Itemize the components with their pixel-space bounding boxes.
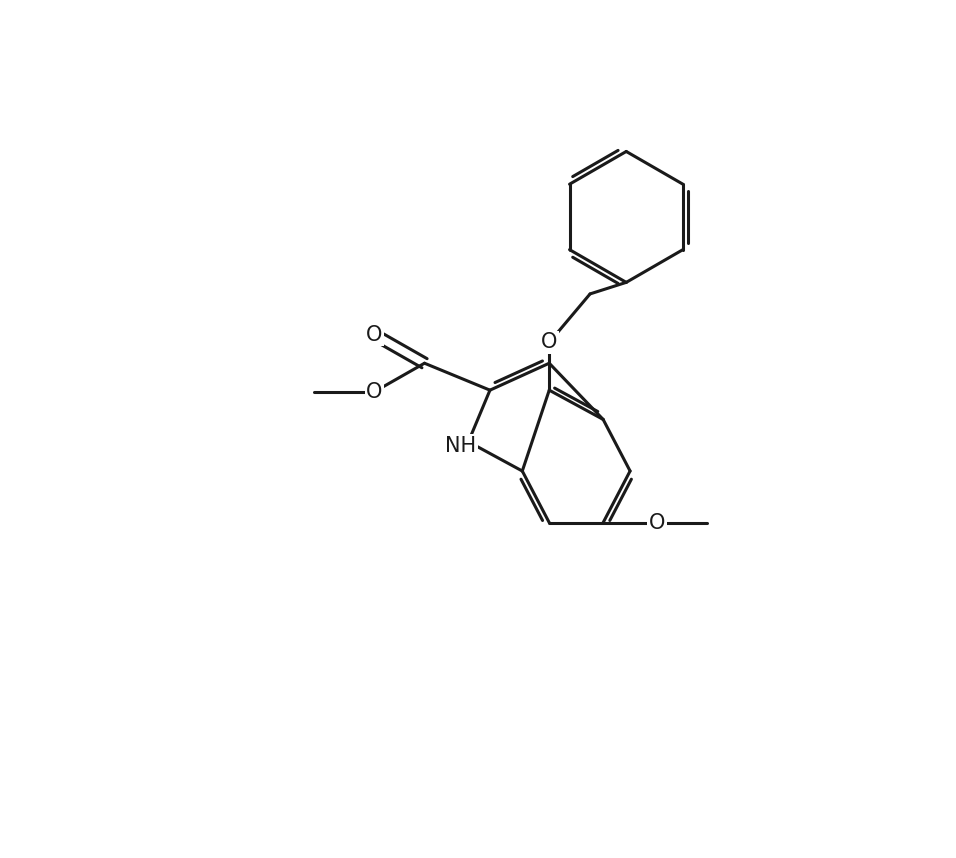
- Text: O: O: [366, 382, 382, 402]
- Text: O: O: [366, 324, 382, 345]
- Text: NH: NH: [445, 436, 476, 456]
- Text: O: O: [649, 512, 665, 533]
- Text: O: O: [541, 332, 557, 353]
